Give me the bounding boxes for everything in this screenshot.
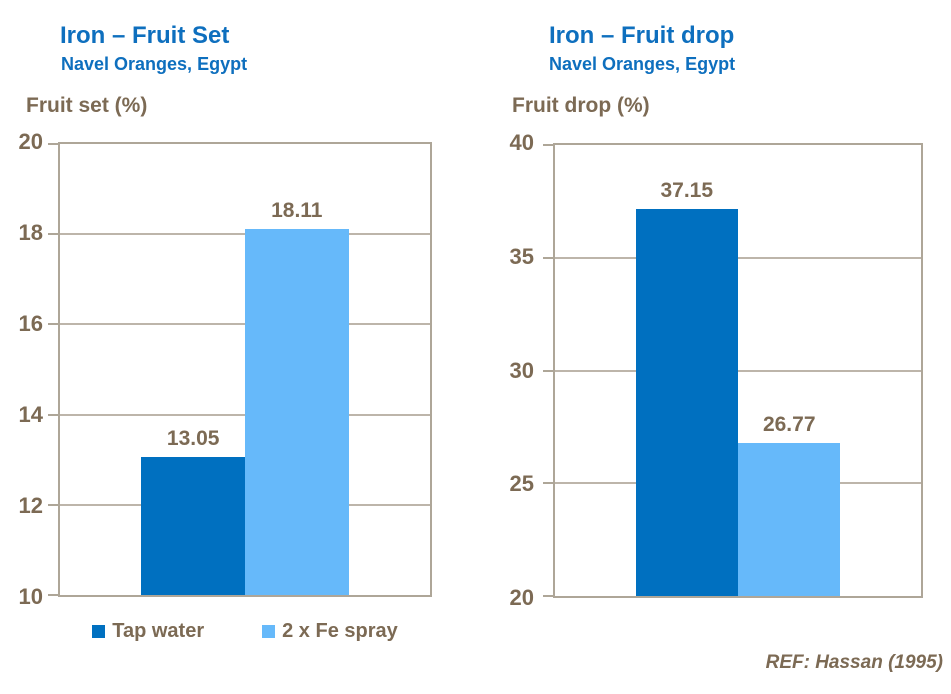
- legend-swatch: [92, 624, 106, 638]
- y-axis-ticks: 10 12 14 16 18 20: [0, 131, 45, 608]
- y-tick-label: 40: [509, 130, 534, 155]
- y-tick-mark: [48, 323, 58, 326]
- legend-item: 2 x Fe spray: [262, 621, 398, 641]
- bar-2-x-fe-spray: [738, 443, 841, 596]
- y-tick-label: 16: [18, 311, 43, 336]
- y-tick-label: 20: [509, 585, 534, 610]
- bar-2-x-fe-spray: [245, 229, 349, 595]
- bar-tap-water: [635, 209, 738, 596]
- y-tick-label: 18: [18, 220, 43, 245]
- y-tick-label: 20: [18, 129, 43, 154]
- y-axis-title: Fruit drop (%): [512, 94, 650, 117]
- y-tick-label: 12: [18, 493, 43, 518]
- y-tick-label: 25: [509, 471, 534, 497]
- legend-label: Tap water: [112, 620, 205, 642]
- y-tick-mark: [543, 369, 553, 372]
- y-tick-mark: [48, 233, 58, 236]
- y-tick-mark: [543, 595, 553, 597]
- legend-item: Tap water: [92, 621, 204, 641]
- y-axis-ticks: 20 25 30 35 40: [476, 132, 536, 609]
- reference-note: REF: Hassan (1995): [765, 652, 943, 673]
- y-tick-mark: [543, 144, 553, 146]
- y-tick-mark: [48, 143, 58, 145]
- chart-title: Iron – Fruit Set: [60, 22, 230, 49]
- chart-title: Iron – Fruit drop: [549, 22, 735, 49]
- y-tick-mark: [48, 594, 58, 596]
- bar-value-label: 18.11: [271, 199, 323, 223]
- bar-tap-water: [141, 457, 245, 595]
- y-tick-mark: [543, 256, 553, 259]
- y-tick-label: 10: [18, 584, 43, 609]
- bar-value-label: 37.15: [660, 179, 714, 203]
- gridline: [555, 369, 921, 372]
- legend-label: 2 x Fe spray: [282, 620, 398, 642]
- chart-subtitle: Navel Oranges, Egypt: [549, 54, 736, 74]
- y-tick-label: 35: [509, 243, 534, 269]
- legend: Tap water 2 x Fe spray: [58, 621, 432, 641]
- chart-subtitle: Navel Oranges, Egypt: [61, 54, 248, 74]
- chart-fruit-drop: Iron – Fruit drop Navel Oranges, Egypt F…: [476, 0, 951, 694]
- gridline: [555, 256, 921, 259]
- bar-value-label: 26.77: [762, 413, 816, 437]
- y-tick-label: 30: [509, 357, 534, 383]
- bar-value-label: 13.05: [166, 427, 220, 451]
- chart-fruit-set: Iron – Fruit Set Navel Oranges, Egypt Fr…: [0, 22, 432, 641]
- plot-area: 37.15 26.77: [543, 143, 923, 598]
- y-tick-mark: [48, 503, 58, 506]
- plot-area: 13.05 18.11: [48, 142, 432, 597]
- y-tick-mark: [48, 413, 58, 416]
- y-axis-title: Fruit set (%): [26, 94, 148, 117]
- y-tick-label: 14: [18, 402, 43, 427]
- y-tick-mark: [543, 482, 553, 485]
- legend-swatch: [262, 624, 276, 638]
